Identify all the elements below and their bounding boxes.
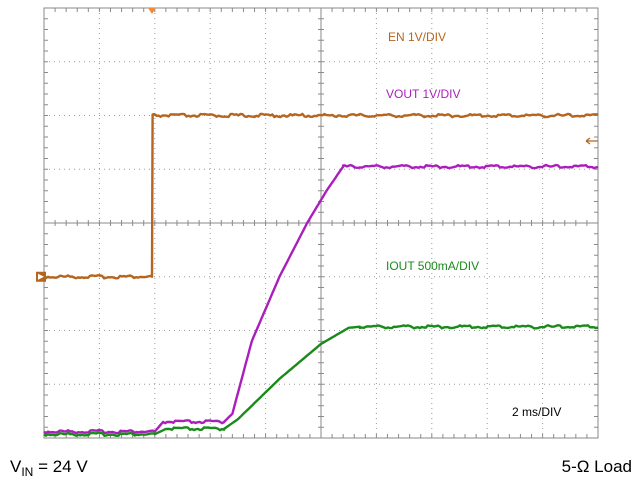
load-caption: 5-Ω Load	[561, 457, 632, 476]
input-voltage-caption: VIN = 24 V	[10, 457, 88, 479]
trace-en	[43, 112, 599, 280]
oscilloscope-chart: EN 1V/DIV VOUT 1V/DIV IOUT 500mA/DIV 2 ms/D…	[36, 7, 599, 439]
iout-label: IOUT 500mA/DIV	[386, 259, 479, 273]
vout-label: VOUT 1V/DIV	[386, 87, 460, 101]
offset-arrow-icon	[585, 137, 598, 145]
en-label: EN 1V/DIV	[388, 30, 446, 44]
en-ground-arrow	[38, 273, 44, 280]
trace-iout	[43, 324, 599, 437]
trace-vout	[43, 163, 599, 435]
trigger-marker	[148, 8, 157, 14]
timebase-label: 2 ms/DIV	[512, 405, 561, 419]
